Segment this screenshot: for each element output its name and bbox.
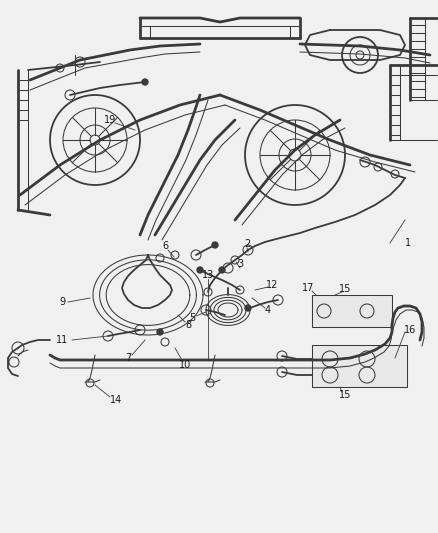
Text: 15: 15 xyxy=(339,390,351,400)
Circle shape xyxy=(157,329,163,335)
Text: 6: 6 xyxy=(162,241,168,251)
Text: 4: 4 xyxy=(265,305,271,315)
Text: 2: 2 xyxy=(244,239,250,249)
Text: 10: 10 xyxy=(179,360,191,370)
Circle shape xyxy=(142,79,148,85)
Circle shape xyxy=(245,305,251,311)
Circle shape xyxy=(212,242,218,248)
Text: 19: 19 xyxy=(104,115,116,125)
Text: 13: 13 xyxy=(202,270,214,280)
Text: 14: 14 xyxy=(110,395,122,405)
Text: 16: 16 xyxy=(404,325,416,335)
FancyBboxPatch shape xyxy=(312,295,392,327)
Text: 15: 15 xyxy=(339,284,351,294)
FancyBboxPatch shape xyxy=(312,345,407,387)
Circle shape xyxy=(197,267,203,273)
Text: 3: 3 xyxy=(237,259,243,269)
Text: 17: 17 xyxy=(302,283,314,293)
Text: 8: 8 xyxy=(185,320,191,330)
Text: 7: 7 xyxy=(125,353,131,363)
Text: 11: 11 xyxy=(56,335,68,345)
Text: 12: 12 xyxy=(266,280,278,290)
Text: 9: 9 xyxy=(59,297,65,307)
Circle shape xyxy=(219,267,225,273)
Text: 5: 5 xyxy=(189,313,195,323)
Text: 1: 1 xyxy=(405,238,411,248)
